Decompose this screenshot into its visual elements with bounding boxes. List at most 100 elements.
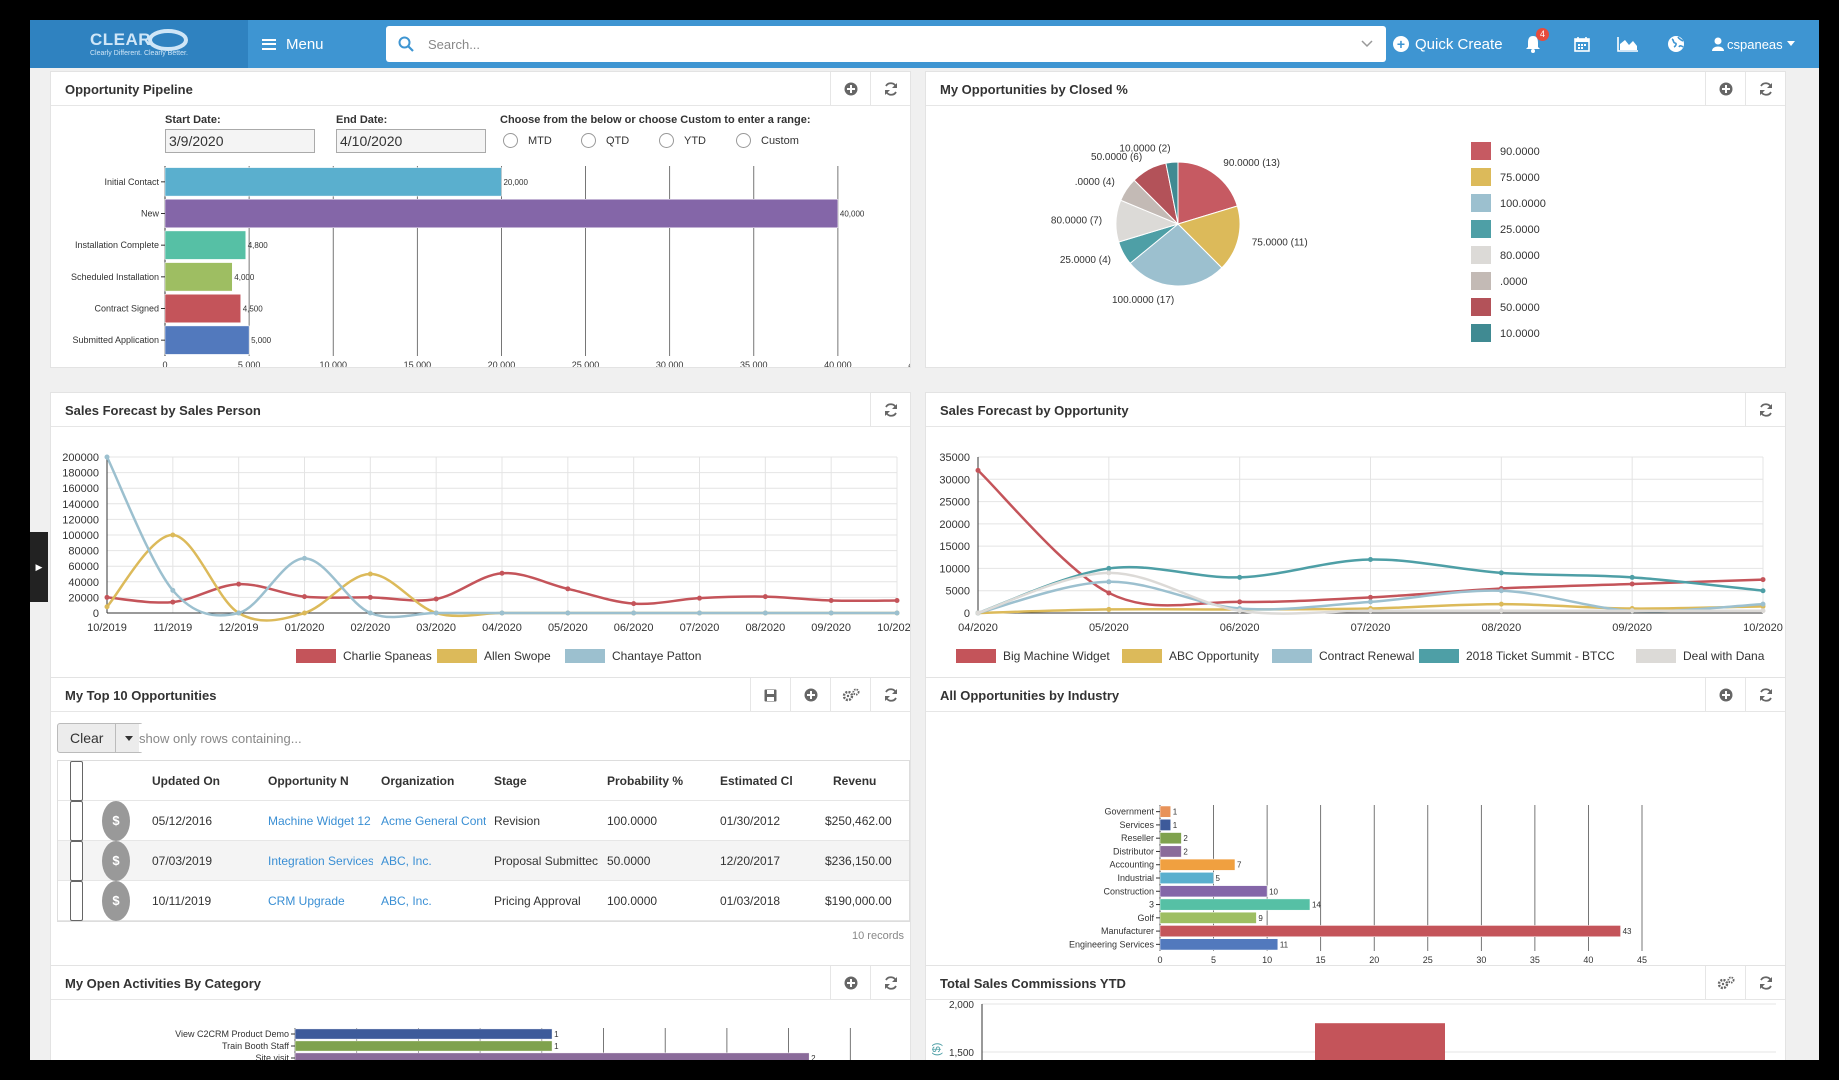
value-label: 20,000 <box>503 178 528 187</box>
globe-button[interactable] <box>1661 20 1691 68</box>
add-button[interactable] <box>1705 678 1745 712</box>
legend-swatch <box>1122 649 1162 663</box>
refresh-button[interactable] <box>1745 393 1785 427</box>
refresh-button[interactable] <box>870 72 910 106</box>
reports-button[interactable] <box>1611 20 1645 68</box>
x-tick-label: 09/2020 <box>811 622 851 634</box>
bar <box>1159 898 1311 911</box>
radio-label: Custom <box>761 134 799 147</box>
row-checkbox[interactable] <box>70 841 83 881</box>
dollar-icon[interactable]: $ <box>102 841 130 881</box>
category-label: Site visit <box>255 1053 289 1060</box>
legend-label: 2018 Ticket Summit - BTCC <box>1466 649 1615 663</box>
refresh-button[interactable] <box>1745 678 1785 712</box>
table-row[interactable]: $ 10/11/2019 CRM Upgrade ABC, Inc. Prici… <box>58 881 909 921</box>
x-tick-label: 02/2020 <box>350 622 390 634</box>
x-tick-label: 07/2020 <box>1351 622 1391 634</box>
quick-create-button[interactable]: + Quick Create <box>1393 20 1503 68</box>
row-checkbox[interactable] <box>70 801 83 841</box>
notifications-button[interactable]: 4 <box>1518 20 1549 68</box>
radio-ytd[interactable]: YTD <box>659 133 706 148</box>
user-menu[interactable]: cspaneas <box>1712 20 1795 68</box>
category-label: Installation Complete <box>75 240 159 250</box>
data-point <box>697 610 702 616</box>
value-label: 9 <box>1258 914 1263 923</box>
x-tick-label: 40 <box>1583 955 1593 965</box>
clear-filter-button[interactable]: Clear <box>58 724 117 752</box>
y-tick-label: 20000 <box>939 519 970 531</box>
cell-opportunity-link[interactable]: CRM Upgrade <box>268 894 345 908</box>
sidebar-toggle-button[interactable]: ▶ <box>30 532 48 602</box>
bell-icon <box>1526 36 1540 53</box>
end-date-input[interactable] <box>336 129 486 153</box>
table-row[interactable]: $ 05/12/2016 Machine Widget 12 Acme Gene… <box>58 801 909 841</box>
x-tick-label: 5,000 <box>238 360 261 368</box>
column-header[interactable]: Opportunity N <box>268 774 349 788</box>
refresh-button[interactable] <box>1745 966 1785 1000</box>
radio-custom[interactable]: Custom <box>736 133 799 148</box>
filter-dropdown-toggle[interactable] <box>116 724 142 752</box>
cell-organization-link[interactable]: ABC, Inc. <box>381 854 432 868</box>
value-label: 14 <box>1312 901 1321 910</box>
radio-mtd[interactable]: MTD <box>503 133 552 148</box>
company-logo[interactable]: CLEAR Clearly Different. Clearly Better. <box>30 20 248 68</box>
add-button[interactable] <box>830 72 870 106</box>
table-row[interactable]: $ 07/03/2019 Integration Services ABC, I… <box>58 841 909 881</box>
column-header[interactable]: Stage <box>494 774 527 788</box>
y-tick-label: 140000 <box>62 499 99 511</box>
radio-qtd[interactable]: QTD <box>581 133 629 148</box>
data-point <box>1106 590 1112 596</box>
search-input[interactable] <box>428 36 1360 52</box>
dollar-icon[interactable]: $ <box>102 881 130 921</box>
global-search-box[interactable] <box>386 26 1386 62</box>
column-header[interactable]: Probability % <box>607 774 684 788</box>
search-icon <box>398 36 414 52</box>
data-point <box>1237 608 1243 614</box>
menu-label: Menu <box>286 35 324 53</box>
settings-button[interactable] <box>830 678 870 712</box>
legend-swatch <box>1419 649 1459 663</box>
settings-button[interactable] <box>1705 966 1745 1000</box>
row-filter-input[interactable] <box>139 724 739 752</box>
refresh-button[interactable] <box>870 966 910 1000</box>
column-header[interactable]: Organization <box>381 774 455 788</box>
commissions-bar-chart: 2,000 1,500 ($) <box>931 1000 1776 1060</box>
legend-label: 50.0000 <box>1500 302 1540 314</box>
range-instructions-label: Choose from the below or choose Custom t… <box>500 114 811 126</box>
menu-button[interactable]: Menu <box>262 20 324 68</box>
save-button[interactable] <box>750 678 790 712</box>
legend-label: .0000 <box>1500 276 1528 288</box>
select-all-checkbox[interactable] <box>70 761 83 801</box>
slice-label: 80.0000 (7) <box>1051 215 1102 226</box>
chevron-down-icon[interactable] <box>1360 37 1374 51</box>
column-header[interactable]: Updated On <box>152 774 220 788</box>
refresh-button[interactable] <box>870 393 910 427</box>
dollar-icon[interactable]: $ <box>102 801 130 841</box>
slice-label: 50.0000 (6) <box>1091 152 1142 163</box>
data-point <box>762 594 768 600</box>
cell-estimated-close: 01/03/2018 <box>720 894 781 908</box>
start-date-input[interactable] <box>165 129 315 153</box>
value-label: 2 <box>1183 834 1188 843</box>
row-checkbox[interactable] <box>70 881 83 921</box>
data-point <box>1498 588 1504 594</box>
refresh-icon <box>884 403 897 417</box>
add-button[interactable] <box>830 966 870 1000</box>
x-tick-label: 05/2020 <box>548 622 588 634</box>
cell-opportunity-link[interactable]: Integration Services <box>268 854 373 868</box>
slice-label: 25.0000 (4) <box>1060 255 1111 266</box>
refresh-button[interactable] <box>870 678 910 712</box>
cell-organization-link[interactable]: Acme General Cont <box>381 814 486 828</box>
column-header[interactable]: Estimated Cl <box>720 774 793 788</box>
slice-label: 100.0000 (17) <box>1112 295 1174 306</box>
calendar-button[interactable] <box>1567 20 1597 68</box>
x-tick-label: 11/2019 <box>153 622 192 634</box>
add-button[interactable] <box>1705 72 1745 106</box>
column-header[interactable]: Revenu <box>833 774 877 788</box>
y-tick-label: 20000 <box>68 592 99 604</box>
add-button[interactable] <box>790 678 830 712</box>
refresh-button[interactable] <box>1745 72 1785 106</box>
y-tick-label: 5000 <box>946 586 970 598</box>
cell-organization-link[interactable]: ABC, Inc. <box>381 894 432 908</box>
cell-opportunity-link[interactable]: Machine Widget 12 <box>268 814 371 828</box>
